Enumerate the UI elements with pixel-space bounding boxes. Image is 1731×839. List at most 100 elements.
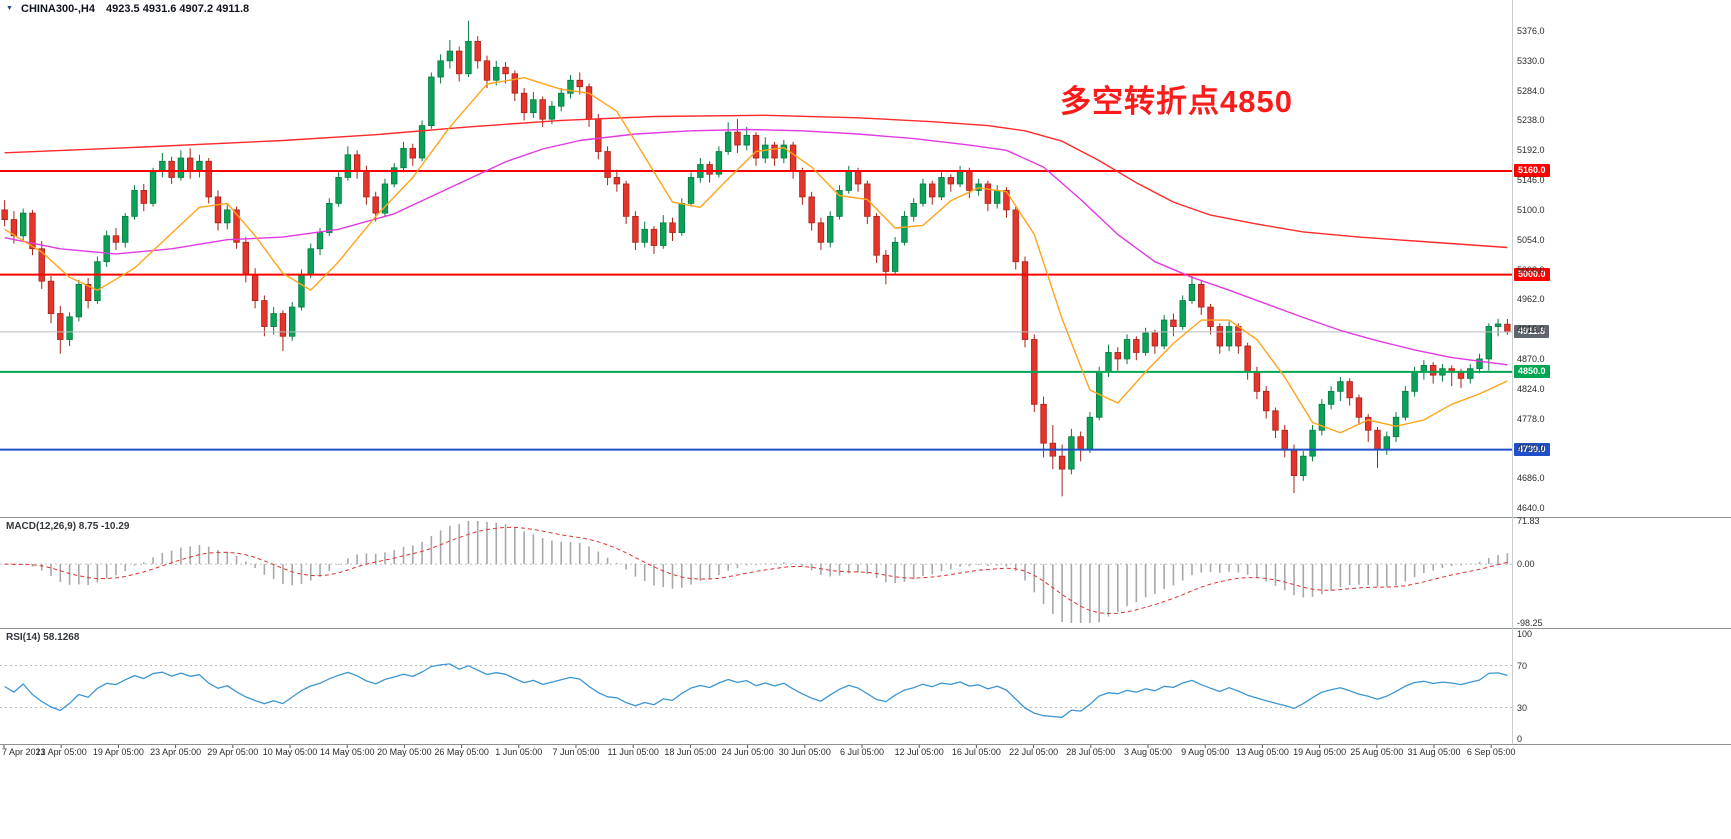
macd-axis-tick: 0.00 (1517, 559, 1535, 570)
ma-slow-red (4, 114, 1508, 249)
price-axis-tick: 4778.0 (1517, 413, 1545, 424)
candle-up (548, 105, 556, 120)
candle-down (140, 190, 147, 204)
price-level-badge-5000.0: 5000.0 (1514, 268, 1550, 282)
time-axis-label: 23 Apr 05:00 (150, 747, 202, 757)
candle-down (511, 73, 519, 94)
candle-up (307, 248, 314, 276)
candle-up (845, 170, 852, 191)
candle-up (993, 190, 1001, 204)
candle-up (418, 125, 426, 159)
time-axis-label: 12 Jul 05:00 (894, 747, 944, 757)
time-axis-label: 10 May 05:00 (262, 747, 318, 757)
candle-down (251, 274, 259, 302)
chart-menu-arrow-icon[interactable]: ▼ (6, 5, 13, 12)
candle-down (1272, 410, 1279, 431)
candle-down (1355, 397, 1363, 418)
candle-up (1327, 390, 1335, 405)
candle-up (780, 144, 788, 159)
candle-up (131, 190, 138, 217)
candle-down (1235, 326, 1242, 347)
candle-down (539, 99, 546, 120)
candle-down (882, 254, 890, 272)
candle-down (984, 183, 992, 204)
candle-down (817, 222, 825, 243)
candle-up (687, 177, 695, 204)
candle-up (224, 209, 231, 224)
candle-up (910, 202, 917, 217)
candle-down (1346, 381, 1353, 399)
price-axis-tick: 5238.0 (1517, 115, 1545, 126)
candle-down (483, 60, 491, 81)
candle-up (1188, 284, 1196, 302)
candle-down (669, 222, 676, 233)
candle-down (57, 313, 64, 340)
candle-up (270, 313, 277, 327)
price-axis-tick: 5376.0 (1517, 26, 1545, 36)
price-axis-tick: 5054.0 (1517, 234, 1545, 245)
candle-up (1485, 326, 1493, 360)
candle-up (1160, 319, 1168, 347)
ma-fast-orange (4, 77, 1508, 434)
candle-up (437, 60, 444, 78)
candle-up (316, 232, 324, 250)
candle-up (149, 170, 157, 204)
candle-down (47, 280, 55, 314)
price-level-badge-4850.0: 4850.0 (1514, 365, 1550, 379)
candle-up (1068, 436, 1075, 470)
time-axis-label: 6 Jul 05:00 (839, 747, 885, 757)
candle-up (66, 316, 73, 340)
candle-down (595, 118, 602, 152)
candle-up (1467, 368, 1474, 379)
candle-up (1402, 390, 1409, 418)
candle-down (1040, 403, 1047, 444)
candle-up (827, 215, 834, 243)
candle-up (678, 202, 685, 233)
price-axis-tick: 4870.0 (1517, 353, 1545, 364)
rsi-line (4, 663, 1508, 718)
candle-down (455, 50, 463, 75)
time-axis-label: 16 Jul 05:00 (951, 747, 1001, 757)
rsi-axis-tick: 0 (1517, 734, 1523, 744)
time-axis-label: 11 Jun 05:00 (607, 747, 659, 757)
candle-down (233, 209, 240, 243)
annotation-text: 多空转折点4850 (1060, 84, 1293, 119)
rsi-indicator-label: RSI(14) 58.1268 (6, 632, 80, 643)
macd-axis-tick: -98.25 (1517, 618, 1543, 628)
time-axis-label: 30 Jun 05:00 (778, 747, 831, 757)
candle-up (1086, 416, 1094, 451)
candle-up (724, 131, 732, 152)
rsi-axis-tick: 100 (1517, 629, 1533, 639)
candle-up (1300, 455, 1307, 476)
time-axis-label: 29 Apr 05:00 (207, 747, 259, 757)
candle-down (1262, 390, 1270, 412)
candle-up (159, 160, 166, 172)
candle-up (641, 228, 648, 243)
candle-down (261, 300, 268, 327)
price-level-badge-5160.0: 5160.0 (1514, 164, 1550, 178)
candle-down (502, 66, 509, 75)
macd-indicator-label: MACD(12,26,9) 8.75 -10.29 (6, 521, 130, 532)
time-axis-label: 31 Aug 05:00 (1407, 747, 1461, 757)
rsi-axis-tick: 30 (1517, 702, 1528, 713)
candle-down (771, 144, 778, 159)
candle-down (372, 196, 379, 214)
candle-down (1281, 429, 1288, 451)
candle-down (1021, 261, 1029, 340)
candle-down (38, 248, 45, 282)
candle-up (465, 40, 472, 75)
price-axis-tick: 4916.0 (1517, 324, 1545, 335)
candle-up (743, 134, 750, 146)
candle-up (1318, 403, 1326, 431)
candle-down (752, 134, 760, 159)
candle-up (288, 306, 296, 337)
candle-down (279, 313, 287, 337)
candle-down (1114, 352, 1121, 360)
time-axis-label: 25 Aug 05:00 (1350, 747, 1404, 757)
candle-up (919, 183, 927, 204)
time-axis-label: 13 Aug 05:00 (1235, 747, 1289, 757)
candle-up (956, 170, 964, 185)
candle-down (734, 131, 741, 146)
